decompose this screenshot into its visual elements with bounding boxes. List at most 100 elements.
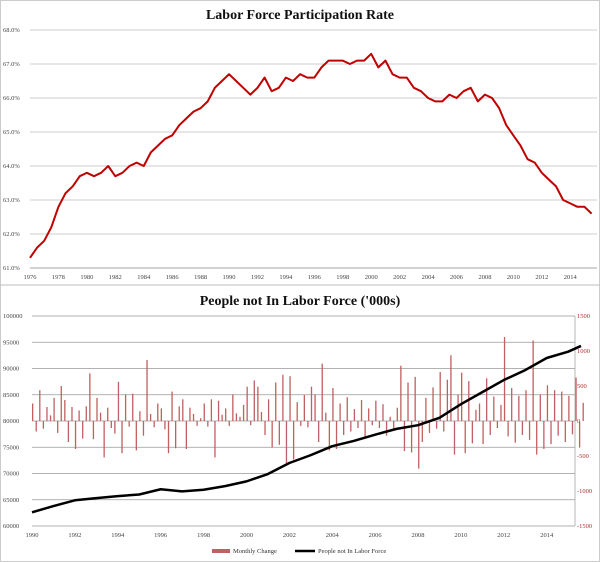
- monthly-change-bar: [578, 421, 581, 448]
- x-tick-label: 2006: [450, 274, 464, 281]
- monthly-change-bar: [428, 421, 431, 433]
- y2-tick-label: 1500: [577, 313, 590, 320]
- monthly-change-bar: [314, 394, 316, 421]
- monthly-change-bar: [518, 395, 520, 421]
- monthly-change-bar: [135, 421, 137, 451]
- monthly-change-bar: [74, 421, 77, 449]
- y-tick-label: 62.0%: [3, 231, 20, 238]
- monthly-change-bar: [235, 413, 238, 421]
- chart2-title: People not In Labor Force ('000s): [200, 294, 401, 309]
- monthly-change-bar: [432, 387, 434, 421]
- monthly-change-bar: [182, 399, 184, 421]
- y-tick-label: 64.0%: [3, 163, 20, 170]
- x-tick-label: 2000: [365, 274, 378, 281]
- y2-tick-label: -1500: [577, 523, 592, 530]
- monthly-change-bar: [550, 421, 552, 445]
- x-tick-label: 1986: [166, 274, 180, 281]
- monthly-change-bar: [450, 355, 452, 421]
- monthly-change-bar: [214, 421, 216, 458]
- monthly-change-bar: [203, 403, 205, 421]
- monthly-change-bar: [189, 407, 191, 421]
- x-tick-label: 2004: [422, 274, 436, 281]
- monthly-change-bar: [267, 399, 270, 421]
- monthly-change-bar: [221, 414, 223, 421]
- x-tick-label: 2008: [412, 532, 425, 539]
- monthly-change-bar: [239, 416, 241, 421]
- y2-tick-label: -1000: [577, 488, 592, 495]
- monthly-change-bar: [132, 393, 134, 421]
- monthly-change-bar: [493, 396, 495, 421]
- monthly-change-bar: [303, 395, 305, 421]
- monthly-change-bar: [346, 397, 348, 421]
- monthly-change-bar: [339, 403, 341, 421]
- y-tick-label: 85000: [3, 392, 19, 399]
- monthly-change-bar: [64, 400, 66, 421]
- monthly-change-bar: [343, 421, 345, 435]
- x-tick-label: 1998: [197, 532, 210, 539]
- x-tick-label: 1984: [137, 274, 151, 281]
- monthly-change-bar: [307, 421, 309, 428]
- monthly-change-bar: [99, 412, 102, 421]
- x-tick-label: 2008: [478, 274, 491, 281]
- monthly-change-bar: [60, 386, 62, 421]
- chart1-plot: 68.0% 67.0% 66.0% 65.0% 64.0% 63.0% 62.0% 61.0%…: [3, 27, 597, 281]
- y-tick-label: 63.0%: [3, 197, 20, 204]
- monthly-change-bar: [500, 404, 502, 421]
- chart1-title: Labor Force Participation Rate: [206, 8, 394, 23]
- monthly-change-bar: [471, 421, 474, 444]
- monthly-change-bar: [478, 403, 481, 421]
- x-tick-label: 1982: [109, 274, 122, 281]
- monthly-change-bar: [418, 421, 420, 469]
- y-tick-label: 80000: [3, 418, 19, 425]
- monthly-change-bar: [139, 411, 141, 421]
- monthly-change-bar: [271, 421, 273, 448]
- y-tick-label: 95000: [3, 339, 19, 346]
- monthly-change-bar: [124, 394, 127, 421]
- monthly-change-bar: [378, 421, 381, 428]
- monthly-change-bar: [121, 421, 123, 454]
- monthly-change-bar: [178, 406, 180, 421]
- y2-tick-label: 500: [577, 383, 587, 390]
- monthly-change-bar: [49, 415, 52, 421]
- monthly-change-bar: [375, 400, 377, 421]
- y-tick-label: 70000: [3, 471, 19, 478]
- monthly-change-bar: [561, 391, 563, 421]
- y2-tick-label: 0: [577, 418, 580, 425]
- x-tick-label: 1996: [154, 532, 168, 539]
- monthly-change-bar: [228, 421, 230, 426]
- monthly-change-bar: [400, 365, 402, 421]
- monthly-change-bar: [553, 390, 556, 421]
- monthly-change-bar: [92, 421, 95, 440]
- monthly-change-bar: [232, 394, 234, 421]
- monthly-change-bar: [453, 421, 456, 455]
- monthly-change-bar: [335, 421, 338, 449]
- monthly-change-bar: [146, 360, 148, 421]
- monthly-change-bar: [475, 409, 477, 421]
- monthly-change-bar: [160, 408, 162, 421]
- monthly-change-bar: [507, 421, 509, 437]
- y-tick-label: 60000: [3, 523, 19, 530]
- x-tick-label: 1994: [111, 532, 125, 539]
- y-tick-label: 90000: [3, 366, 19, 373]
- monthly-change-bar: [446, 379, 448, 421]
- monthly-change-bar: [571, 421, 574, 435]
- monthly-change-bar: [425, 397, 427, 421]
- monthly-change-bar: [360, 400, 363, 421]
- x-tick-label: 1988: [194, 274, 207, 281]
- x-tick-label: 2014: [540, 532, 554, 539]
- monthly-change-bar: [539, 394, 541, 421]
- x-tick-label: 1998: [336, 274, 349, 281]
- chart2-plot: 100000 95000 90000 85000 80000 75000 70000 6500…: [3, 313, 592, 539]
- x-tick-label: 2002: [393, 274, 406, 281]
- monthly-change-bar: [521, 421, 524, 435]
- x-tick-label: 1980: [80, 274, 93, 281]
- monthly-change-bar: [71, 407, 73, 421]
- monthly-change-bar: [525, 390, 527, 421]
- monthly-change-bar: [443, 421, 445, 432]
- monthly-change-bar: [532, 340, 534, 421]
- chart2-legend: Monthly Change People not In Labor Force: [212, 548, 386, 555]
- monthly-change-bar: [557, 421, 559, 436]
